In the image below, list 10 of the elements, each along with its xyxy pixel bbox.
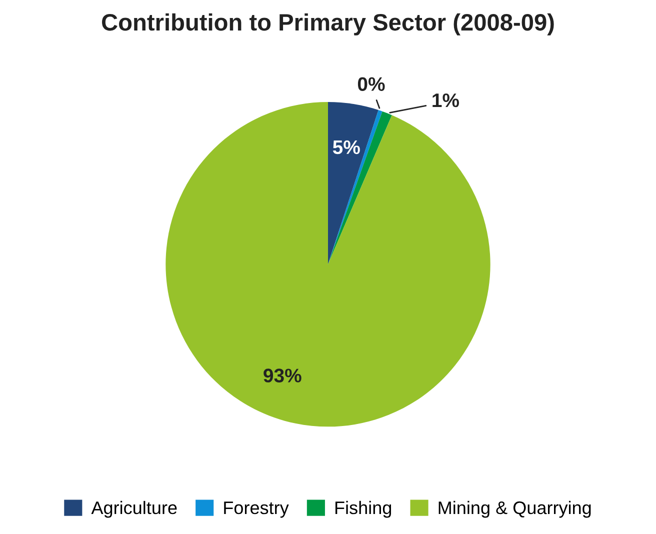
data-label: 1% <box>432 93 460 108</box>
legend-label: Agriculture <box>91 500 177 518</box>
legend-label: Mining & Quarrying <box>438 500 591 518</box>
chart-title: Contribution to Primary Sector (2008-09) <box>102 13 554 36</box>
data-label: 0% <box>358 77 385 91</box>
legend-label: Fishing <box>335 500 392 518</box>
data-label: 5% <box>332 140 360 154</box>
pie-slice <box>328 111 392 264</box>
data-label: 93% <box>264 368 302 382</box>
legend-label: Forestry <box>224 502 289 518</box>
